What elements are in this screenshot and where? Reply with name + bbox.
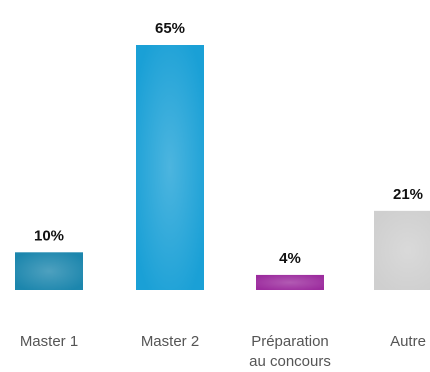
value-label-1: 65% bbox=[155, 20, 185, 37]
category-label-0: Master 1 bbox=[20, 333, 78, 350]
value-labels-group: 10% 65% 4% 21% bbox=[34, 20, 423, 267]
bar-sheen-1 bbox=[136, 45, 204, 290]
bar-sheen-0 bbox=[15, 252, 83, 290]
value-label-3: 21% bbox=[393, 186, 423, 203]
bars-group bbox=[15, 45, 430, 290]
category-label-2-line-0: Préparation bbox=[251, 333, 329, 350]
category-label-1: Master 2 bbox=[141, 333, 199, 350]
category-label-2-line-1: au concours bbox=[249, 353, 331, 370]
category-labels-group: Master 1 Master 2 Préparation au concours Au… bbox=[20, 333, 426, 370]
value-label-0: 10% bbox=[34, 227, 64, 244]
bar-sheen-3 bbox=[374, 210, 430, 290]
value-label-2: 4% bbox=[279, 250, 301, 267]
bar-sheen-2 bbox=[256, 274, 324, 290]
category-label-3: Autre bbox=[390, 333, 426, 350]
